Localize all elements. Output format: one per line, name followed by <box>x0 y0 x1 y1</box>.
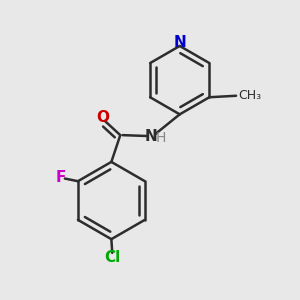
Text: F: F <box>56 170 66 185</box>
Text: N: N <box>145 129 158 144</box>
Text: CH₃: CH₃ <box>238 89 262 102</box>
Text: O: O <box>96 110 109 125</box>
Text: N: N <box>173 35 186 50</box>
Text: H: H <box>156 131 166 145</box>
Text: Cl: Cl <box>104 250 120 265</box>
